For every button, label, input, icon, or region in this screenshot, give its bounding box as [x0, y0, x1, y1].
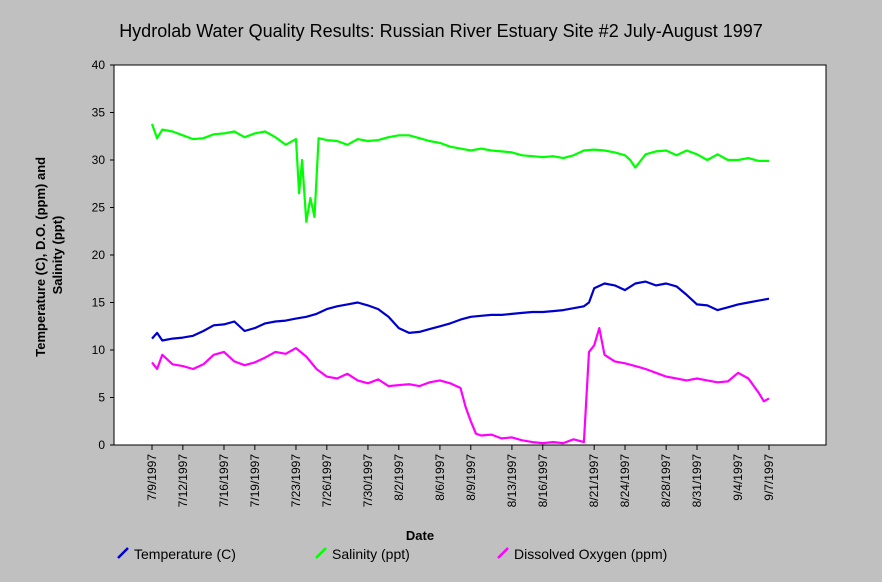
legend-label: Temperature (C) — [134, 546, 236, 562]
x-tick-label: 8/2/1997 — [392, 454, 406, 501]
y-tick-label: 15 — [92, 296, 106, 310]
x-tick-label: 8/28/1997 — [659, 454, 673, 508]
series-line — [151, 327, 770, 445]
x-axis-label: Date — [406, 528, 434, 543]
y-tick-label: 0 — [98, 438, 105, 452]
y-axis-label-line-2: Salinity (ppt) — [50, 216, 65, 295]
plot-area — [113, 64, 827, 446]
x-axis: 7/9/1997 7/12/1997 7/16/1997 7/19/1997 7/23/… — [145, 445, 776, 507]
y-tick-label: 40 — [92, 58, 106, 72]
x-tick-label: 7/12/1997 — [176, 454, 190, 508]
x-tick-label: 7/16/1997 — [217, 454, 231, 508]
y-axis-label-line-1: Temperature (C), D.O. (ppm) and — [33, 157, 48, 357]
series-line — [150, 123, 769, 223]
x-tick-label: 8/31/1997 — [690, 454, 704, 508]
y-axis-label: Temperature (C), D.O. (ppm) and Salinity… — [33, 153, 65, 356]
x-tick-label: 8/24/1997 — [618, 454, 632, 508]
x-tick-label: 7/30/1997 — [361, 454, 375, 508]
x-tick-label: 9/4/1997 — [731, 454, 745, 501]
series-line — [151, 280, 770, 342]
legend-swatch — [497, 547, 509, 559]
y-tick-label: 5 — [98, 391, 105, 405]
x-tick-label: 9/7/1997 — [762, 454, 776, 501]
legend: Temperature (C) Salinity (ppt) Dissolved O… — [117, 546, 667, 562]
legend-swatch — [315, 547, 327, 559]
series-group — [150, 123, 770, 445]
y-tick-label: 35 — [92, 106, 106, 120]
x-tick-label: 7/23/1997 — [289, 454, 303, 508]
x-tick-label: 8/6/1997 — [433, 454, 447, 501]
y-axis: 0 5 10 15 20 25 30 35 40 — [92, 58, 114, 452]
x-tick-label: 7/26/1997 — [320, 454, 334, 508]
legend-label: Dissolved Oxygen (ppm) — [514, 546, 667, 562]
x-tick-label: 8/13/1997 — [505, 454, 519, 508]
x-tick-label: 7/19/1997 — [248, 454, 262, 508]
chart-title: Hydrolab Water Quality Results: Russian … — [119, 21, 763, 41]
y-tick-label: 10 — [92, 343, 106, 357]
x-tick-label: 8/21/1997 — [587, 454, 601, 508]
x-tick-label: 7/9/1997 — [145, 454, 159, 501]
y-tick-label: 25 — [92, 201, 106, 215]
x-tick-label: 8/16/1997 — [536, 454, 550, 508]
y-tick-label: 30 — [92, 153, 106, 167]
y-tick-label: 20 — [92, 248, 106, 262]
x-tick-label: 8/9/1997 — [464, 454, 478, 501]
legend-swatch — [117, 547, 129, 559]
legend-label: Salinity (ppt) — [332, 546, 410, 562]
